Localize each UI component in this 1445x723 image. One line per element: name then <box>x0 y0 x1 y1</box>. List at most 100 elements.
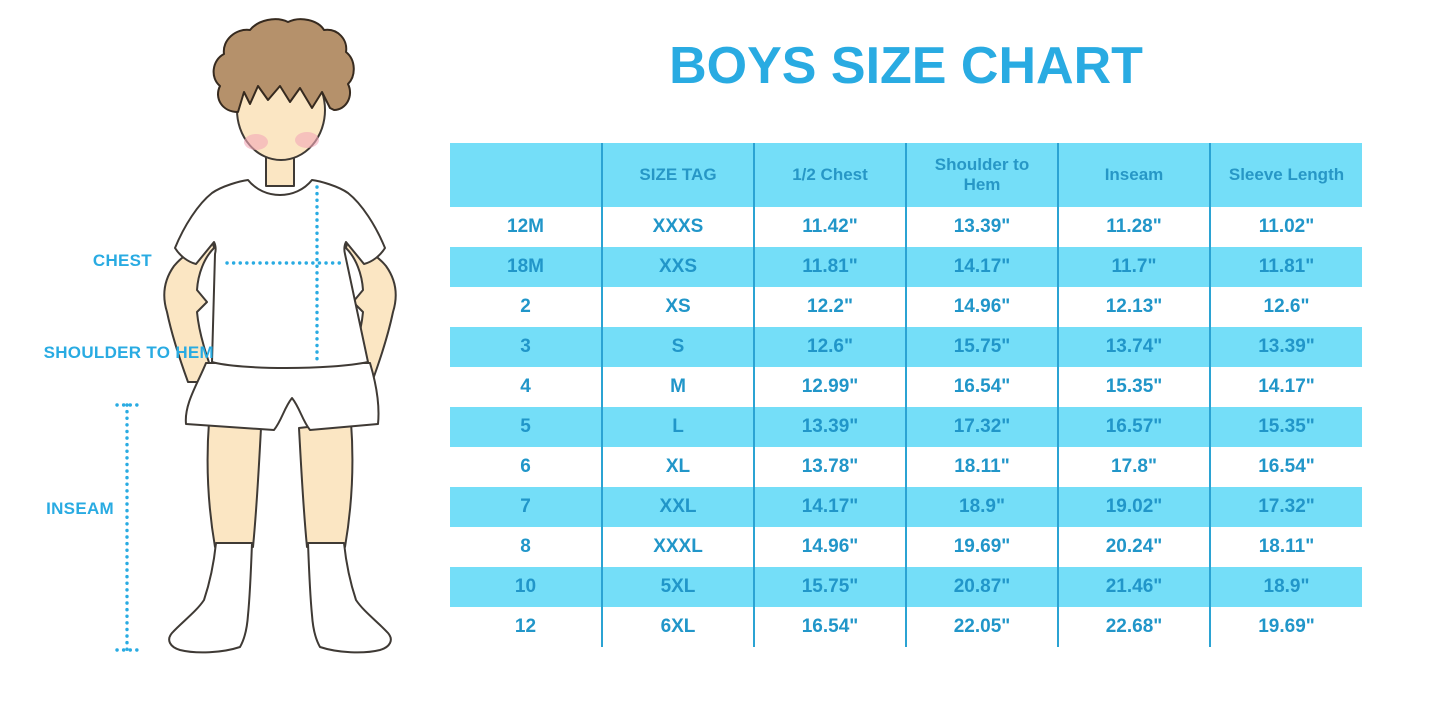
measurement-cell: 16.54" <box>753 607 906 647</box>
measurement-cell: XL <box>601 447 754 487</box>
measurement-cell: 11.81" <box>1209 247 1362 287</box>
column-header-shoulder-to-hem: Shoulder to Hem <box>905 143 1058 207</box>
measurement-cell: M <box>601 367 754 407</box>
measurement-cell: 19.69" <box>1209 607 1362 647</box>
measurement-cell: 14.96" <box>753 527 906 567</box>
measurement-cell: 13.39" <box>1209 327 1362 367</box>
left-blush <box>244 134 268 150</box>
boy-measurement-figure <box>115 18 397 654</box>
measurement-cell: 15.35" <box>1209 407 1362 447</box>
age-size-cell: 3 <box>520 336 531 357</box>
age-size-cell: 10 <box>514 576 537 597</box>
measurement-cell: 19.02" <box>1057 487 1210 527</box>
age-size-cell: 5 <box>520 416 531 437</box>
age-size-cell: 12 <box>514 616 537 637</box>
left-arm <box>163 242 217 383</box>
measurement-cell: XXXS <box>601 207 754 247</box>
table-row: 18M XXS 11.81" 14.17" 11.7" 11.81" <box>450 247 1362 287</box>
column-header-inseam: Inseam <box>1057 143 1210 207</box>
measurement-cell: 13.39" <box>753 407 906 447</box>
age-size-cell: 2 <box>520 296 531 317</box>
measurement-cell: XXL <box>601 487 754 527</box>
size-table-header: SIZE TAG 1/2 Chest Shoulder to Hem Insea… <box>450 143 1362 207</box>
table-row: 8 XXXL 14.96" 19.69" 20.24" 18.11" <box>450 527 1362 567</box>
age-size-cell: 4 <box>520 376 531 397</box>
measurement-cell: 18.11" <box>905 447 1058 487</box>
column-header-size-tag: SIZE TAG <box>601 143 754 207</box>
measurement-cell: 20.24" <box>1057 527 1210 567</box>
measurement-cell: S <box>601 327 754 367</box>
t-shirt <box>174 179 386 369</box>
measurement-cell: 17.32" <box>905 407 1058 447</box>
inseam-label: INSEAM <box>46 499 114 518</box>
measurement-cell: 19.69" <box>905 527 1058 567</box>
measurement-cell: 11.28" <box>1057 207 1210 247</box>
measurement-cell: 15.75" <box>905 327 1058 367</box>
measurement-cell: 14.17" <box>753 487 906 527</box>
measurement-cell: 14.17" <box>905 247 1058 287</box>
measurement-cell: XXXL <box>601 527 754 567</box>
measurement-cell: 17.8" <box>1057 447 1210 487</box>
left-leg <box>206 421 262 548</box>
table-row: 10 5XL 15.75" 20.87" 21.46" 18.9" <box>450 567 1362 607</box>
table-row: 7 XXL 14.17" 18.9" 19.02" 17.32" <box>450 487 1362 527</box>
measurement-cell: 12.99" <box>753 367 906 407</box>
age-size-cell: 12M <box>507 216 544 237</box>
hair <box>212 18 355 113</box>
measurement-cell: 18.9" <box>1209 567 1362 607</box>
measurement-cell: 21.46" <box>1057 567 1210 607</box>
left-sock <box>168 542 253 654</box>
age-size-cell: 6 <box>520 456 531 477</box>
size-table-container: SIZE TAG 1/2 Chest Shoulder to Hem Insea… <box>450 143 1362 647</box>
measurement-cell: 12.6" <box>1209 287 1362 327</box>
size-table-body: 12M XXXS 11.42" 13.39" 11.28" 11.02" 18M XXS 11.… <box>450 207 1362 647</box>
measurement-cell: 18.9" <box>905 487 1058 527</box>
measurement-cell: 22.68" <box>1057 607 1210 647</box>
measurement-cell: 14.96" <box>905 287 1058 327</box>
measurement-cell: 11.42" <box>753 207 906 247</box>
table-row: 4 M 12.99" 16.54" 15.35" 14.17" <box>450 367 1362 407</box>
measurement-cell: 11.81" <box>753 247 906 287</box>
measurement-cell: 5XL <box>601 567 754 607</box>
column-header-age <box>450 143 602 207</box>
measurement-cell: 13.74" <box>1057 327 1210 367</box>
chest-label: CHEST <box>92 251 152 270</box>
right-leg <box>298 421 354 548</box>
table-row: 12 6XL 16.54" 22.05" 22.68" 19.69" <box>450 607 1362 647</box>
measurement-cell: 12.13" <box>1057 287 1210 327</box>
age-size-cell: 8 <box>520 536 531 557</box>
table-row: 6 XL 13.78" 18.11" 17.8" 16.54" <box>450 447 1362 487</box>
shoulder-to-hem-label: SHOULDER TO HEM <box>43 343 214 362</box>
measurement-cell: 6XL <box>601 607 754 647</box>
measurement-cell: 11.02" <box>1209 207 1362 247</box>
column-header-half-chest: 1/2 Chest <box>753 143 906 207</box>
column-header-sleeve-length: Sleeve Length <box>1209 143 1362 207</box>
measurement-cell: XS <box>601 287 754 327</box>
table-row: 3 S 12.6" 15.75" 13.74" 13.39" <box>450 327 1362 367</box>
measurement-cell: 14.17" <box>1209 367 1362 407</box>
measurement-cell: 12.6" <box>753 327 906 367</box>
measurement-cell: 13.39" <box>905 207 1058 247</box>
measurement-cell: XXS <box>601 247 754 287</box>
age-size-cell: 18M <box>507 256 544 277</box>
measurement-cell: 12.2" <box>753 287 906 327</box>
table-row: 12M XXXS 11.42" 13.39" 11.28" 11.02" <box>450 207 1362 247</box>
measurement-cell: 22.05" <box>905 607 1058 647</box>
measurement-cell: 17.32" <box>1209 487 1362 527</box>
shorts <box>184 362 380 431</box>
right-sock <box>307 542 392 654</box>
right-blush <box>295 132 319 148</box>
size-chart-table: SIZE TAG 1/2 Chest Shoulder to Hem Insea… <box>450 143 1362 647</box>
page-title: BOYS SIZE CHART <box>669 37 1143 95</box>
measurement-cell: 18.11" <box>1209 527 1362 567</box>
measurement-cell: L <box>601 407 754 447</box>
measurement-cell: 11.7" <box>1057 247 1210 287</box>
header-row: SIZE TAG 1/2 Chest Shoulder to Hem Insea… <box>450 143 1362 207</box>
measurement-cell: 16.54" <box>1209 447 1362 487</box>
measurement-cell: 16.54" <box>905 367 1058 407</box>
measurement-cell: 16.57" <box>1057 407 1210 447</box>
age-size-cell: 7 <box>520 496 531 517</box>
table-row: 5 L 13.39" 17.32" 16.57" 15.35" <box>450 407 1362 447</box>
table-row: 2 XS 12.2" 14.96" 12.13" 12.6" <box>450 287 1362 327</box>
